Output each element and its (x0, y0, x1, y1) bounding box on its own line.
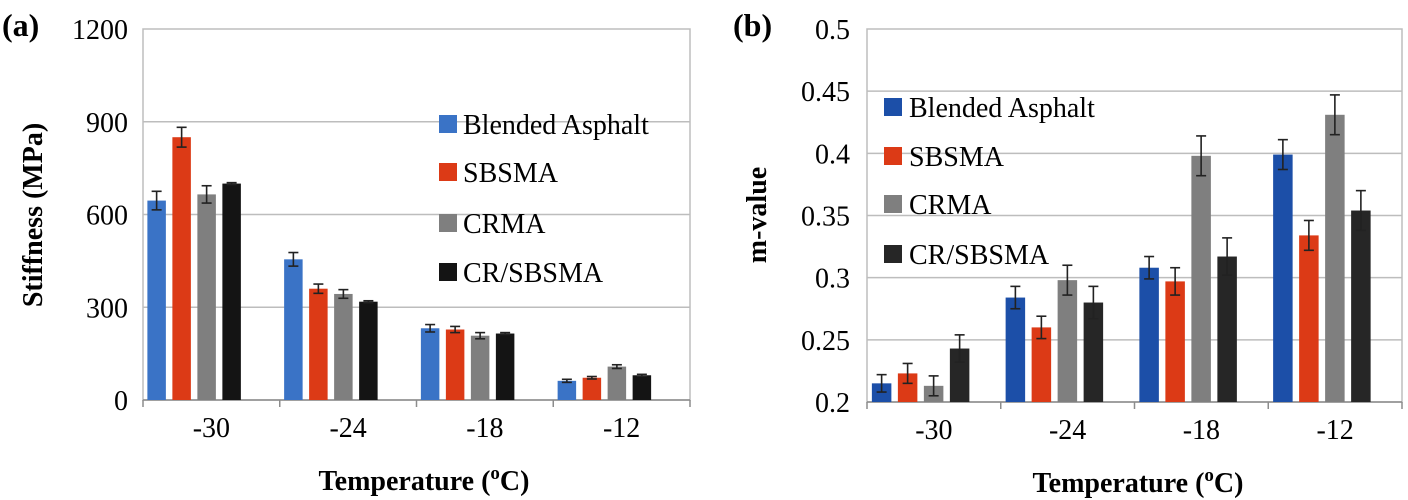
bar (172, 137, 191, 401)
legend-label: CRMA (909, 190, 992, 221)
y-tick-label: 0.4 (815, 139, 850, 170)
y-tick-label: 0.45 (801, 77, 850, 108)
bar (309, 288, 328, 400)
y-tick-label: 900 (86, 108, 128, 139)
y-tick-label: 0.2 (815, 388, 850, 419)
legend-swatch (884, 195, 902, 213)
panel-label: (a) (2, 7, 39, 43)
x-tick-label: -18 (1183, 415, 1220, 446)
legend-label: Blended Asphalt (463, 110, 649, 141)
x-axis-title-unit: C) (1214, 468, 1244, 499)
x-tick-label: -30 (193, 413, 230, 444)
panel-a-stiffness-chart: 0 300 600 900 1200 -30 -24 -18 -12 Blended Asphal… (2, 7, 691, 497)
bar (1057, 280, 1078, 402)
x-axis-title-superscript: o (490, 463, 500, 484)
legend-swatch (439, 214, 457, 232)
bar (582, 377, 602, 400)
y-tick-label: 1200 (72, 15, 128, 46)
y-tick-label: 0.3 (815, 264, 850, 295)
bar (470, 335, 490, 400)
bar (1217, 256, 1237, 402)
bar (632, 375, 652, 400)
bar (1273, 154, 1293, 402)
y-tick-label: 0 (114, 386, 128, 417)
x-axis-title-superscript: o (1204, 465, 1214, 486)
bar (897, 373, 918, 402)
bar (1139, 267, 1159, 402)
legend-label: SBSMA (463, 158, 559, 189)
x-axis-title-text: Temperature ( (1033, 468, 1205, 499)
bar (284, 259, 303, 400)
bar (1031, 327, 1052, 402)
y-tick-label: 600 (86, 201, 128, 232)
bar (1165, 281, 1185, 402)
x-axis-title: Temperature (oC) (319, 463, 530, 497)
bar (607, 366, 627, 400)
legend-label: CR/SBSMA (463, 258, 604, 289)
y-tick-label: 0.5 (815, 15, 850, 46)
bar (197, 194, 216, 400)
bar (359, 301, 378, 400)
legend-swatch (884, 98, 902, 116)
bar (334, 293, 353, 400)
x-axis-title: Temperature (oC) (1033, 465, 1244, 499)
panel-label: (b) (733, 7, 772, 43)
legend-label: Blended Asphalt (909, 93, 1095, 124)
y-axis-title: Stiffness (MPa) (18, 123, 49, 307)
bar (1083, 302, 1104, 402)
bar (495, 333, 515, 400)
legend-swatch (884, 147, 902, 165)
x-tick-label: -30 (915, 415, 952, 446)
x-axis-title-text: Temperature ( (319, 466, 491, 497)
bar (1005, 297, 1026, 402)
x-tick-label: -12 (1316, 415, 1353, 446)
bar (222, 183, 241, 400)
bar (1299, 235, 1319, 402)
bar (420, 328, 440, 400)
x-tick-label: -12 (603, 413, 640, 444)
legend-swatch (884, 245, 902, 263)
y-tick-label: 300 (86, 293, 128, 324)
x-tick-label: -24 (329, 413, 366, 444)
bar (1191, 155, 1211, 402)
y-axis-title: m-value (742, 167, 773, 263)
legend-label: SBSMA (909, 142, 1005, 173)
y-tick-label: 0.25 (801, 326, 850, 357)
legend-label: CRMA (463, 209, 546, 240)
bar (1325, 114, 1345, 402)
bar (1351, 210, 1371, 402)
panel-b-m-value-chart: 0.2 0.25 0.3 0.35 0.4 0.45 0.5 -30 -24 -18 -12 Blen… (733, 7, 1403, 499)
legend-swatch (439, 263, 457, 281)
legend-label: CR/SBSMA (909, 240, 1050, 271)
x-axis-title-unit: C) (500, 466, 530, 497)
bar (147, 200, 166, 400)
y-tick-label: 0.35 (801, 202, 850, 233)
bar (557, 380, 577, 400)
legend-swatch (439, 115, 457, 133)
x-tick-label: -24 (1049, 415, 1086, 446)
x-tick-label: -18 (466, 413, 503, 444)
legend-swatch (439, 163, 457, 181)
bar (445, 329, 465, 400)
